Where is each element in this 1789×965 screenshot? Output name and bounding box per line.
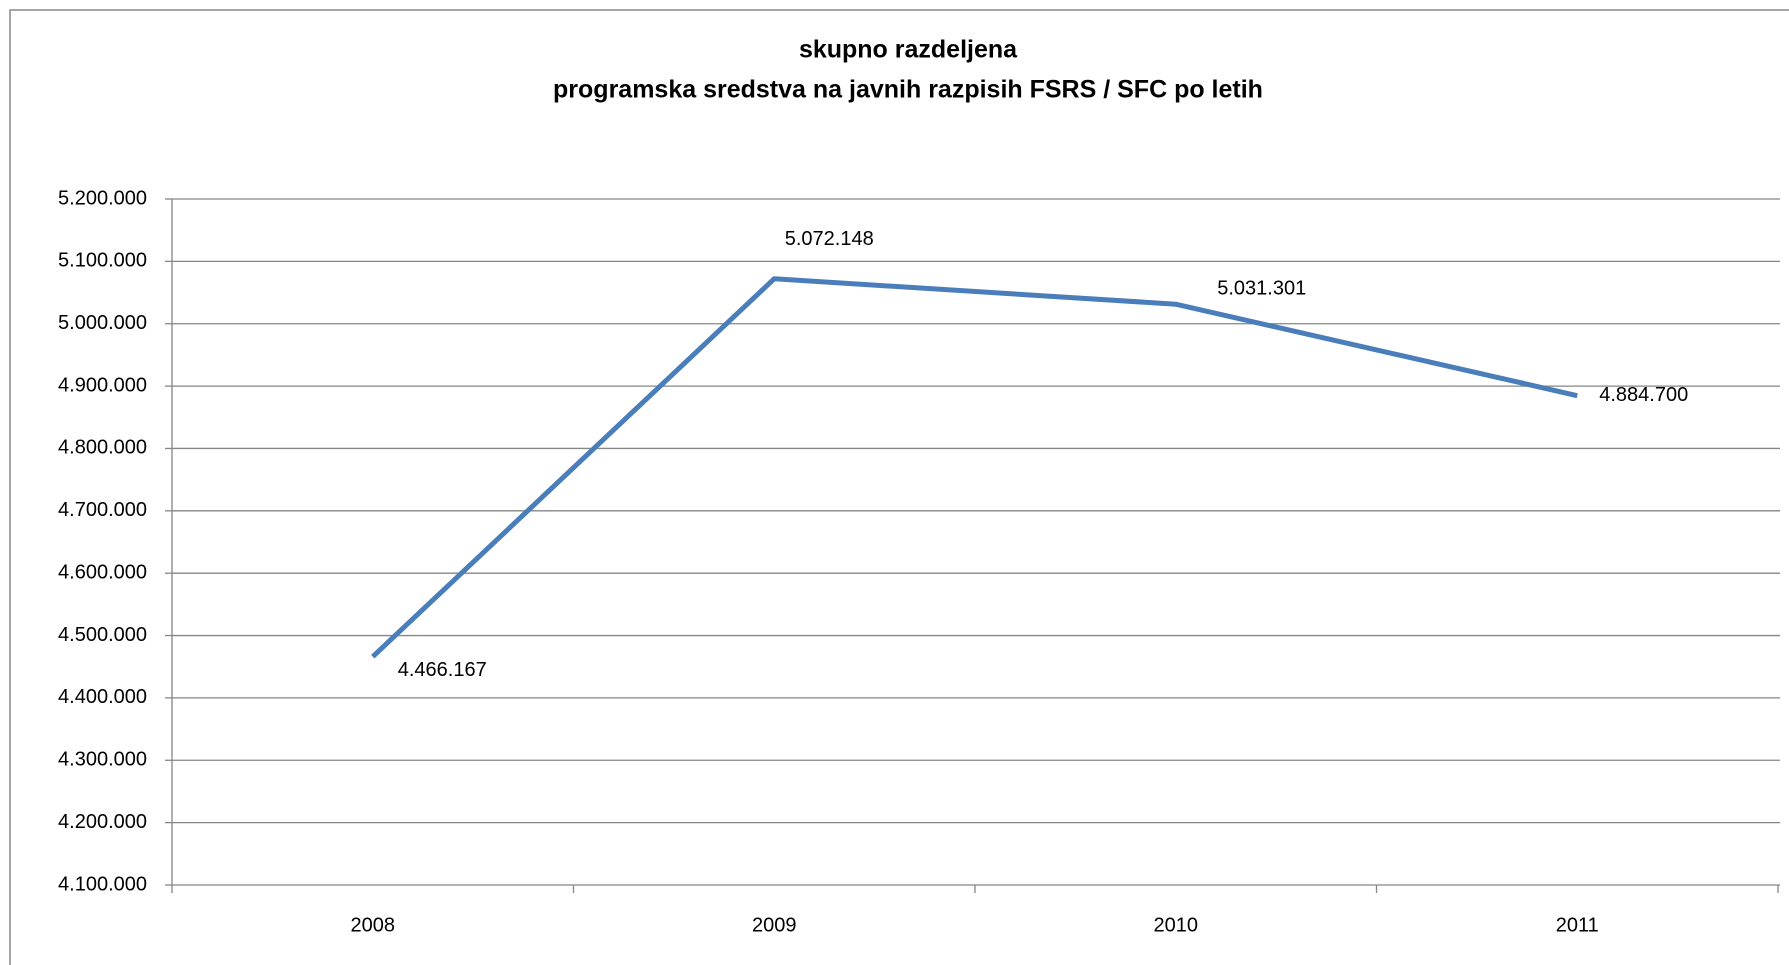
x-tick-label: 2008: [351, 914, 396, 936]
data-label: 4.884.700: [1599, 384, 1688, 406]
y-tick-label: 4.800.000: [58, 437, 147, 459]
y-tick-label: 4.100.000: [58, 873, 147, 895]
x-tick-label: 2010: [1154, 914, 1199, 936]
y-tick-label: 4.400.000: [58, 686, 147, 708]
data-label: 5.031.301: [1217, 277, 1306, 299]
y-tick-label: 5.200.000: [58, 187, 147, 209]
x-tick-label: 2011: [1556, 914, 1599, 936]
x-tick-label: 2009: [752, 914, 797, 936]
y-tick-label: 5.100.000: [58, 250, 147, 272]
y-tick-label: 4.700.000: [58, 499, 147, 521]
y-tick-label: 4.600.000: [58, 561, 147, 583]
data-label: 4.466.167: [398, 659, 487, 681]
chart-title: skupno razdeljena: [799, 36, 1018, 64]
y-tick-label: 4.500.000: [58, 624, 147, 646]
chart-frame: [9, 9, 1789, 965]
data-label: 5.072.148: [785, 228, 874, 250]
y-tick-label: 4.900.000: [58, 374, 147, 396]
y-tick-label: 5.000.000: [58, 312, 147, 334]
chart-subtitle: programska sredstva na javnih razpisih F…: [553, 76, 1263, 104]
data-line: [371, 276, 1578, 659]
y-tick-label: 4.300.000: [58, 749, 147, 771]
y-tick-label: 4.200.000: [58, 811, 147, 833]
